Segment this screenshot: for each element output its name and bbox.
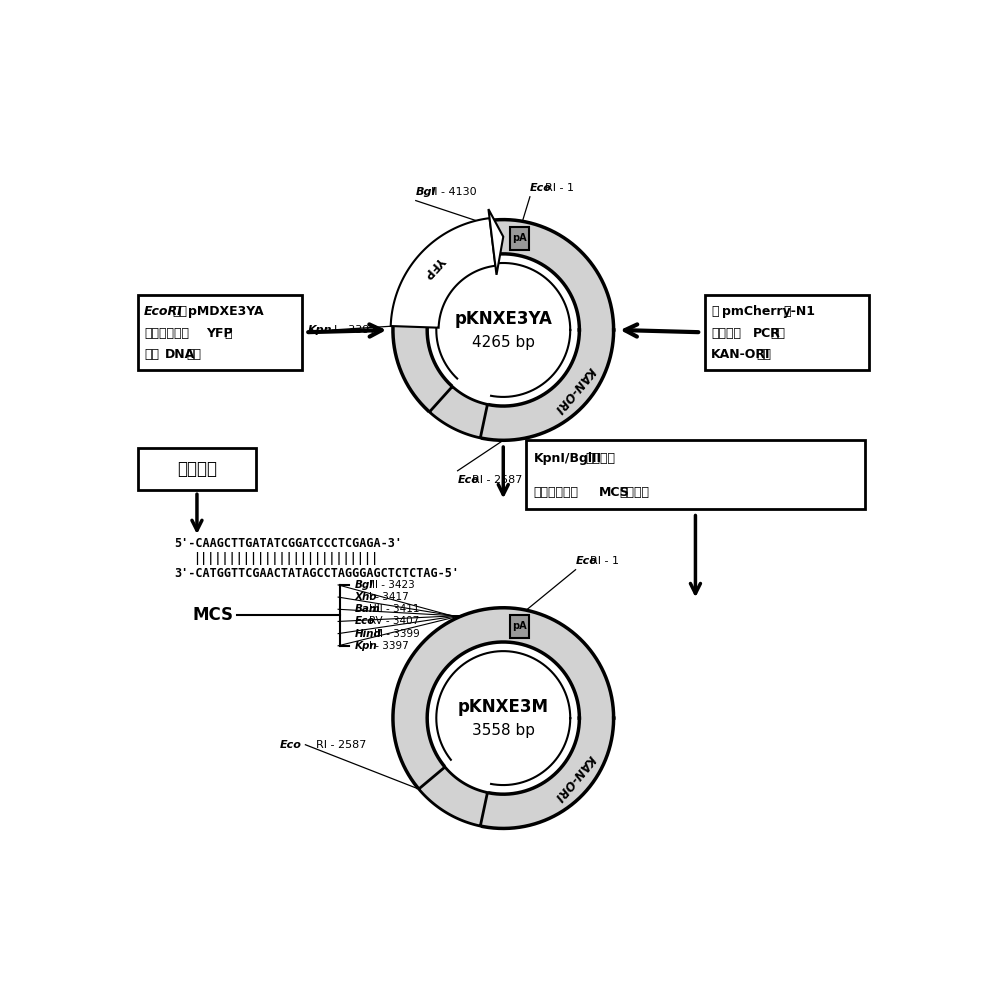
Text: 自身退火: 自身退火: [177, 460, 217, 478]
Text: pmCherry-N1: pmCherry-N1: [722, 305, 815, 318]
Polygon shape: [393, 220, 614, 440]
Text: HII - 3411: HII - 3411: [369, 604, 419, 614]
Text: Bam: Bam: [355, 604, 380, 614]
Text: YFP: YFP: [421, 253, 448, 281]
Text: 质粒获得携带: 质粒获得携带: [144, 327, 190, 340]
Text: MCS: MCS: [598, 486, 629, 499]
Text: Eco: Eco: [280, 740, 301, 750]
Text: Eco: Eco: [458, 475, 479, 485]
Text: 片段: 片段: [186, 348, 201, 361]
Text: DNA: DNA: [165, 348, 195, 361]
Text: 以: 以: [711, 305, 719, 318]
Text: pMDXE3YA: pMDXE3YA: [189, 305, 264, 318]
Text: 4265 bp: 4265 bp: [471, 335, 535, 350]
Text: Bgl: Bgl: [355, 580, 373, 590]
Polygon shape: [429, 387, 487, 438]
Text: III - 3423: III - 3423: [369, 580, 414, 590]
Text: Bgl: Bgl: [415, 187, 436, 197]
Text: I - 3397: I - 3397: [369, 641, 409, 651]
Text: RI - 2587: RI - 2587: [316, 740, 367, 750]
Polygon shape: [393, 608, 614, 828]
Text: Eco: Eco: [575, 556, 597, 566]
Text: 片段: 片段: [757, 348, 772, 361]
Text: ||||||||||||||||||||||||||: ||||||||||||||||||||||||||: [193, 552, 379, 565]
Text: KAN-ORI: KAN-ORI: [711, 348, 771, 361]
Bar: [526, 440, 865, 509]
Text: III - 3399: III - 3399: [374, 629, 419, 639]
Polygon shape: [410, 754, 492, 837]
Text: 3'-CATGGTTCGAACTATAGCCTAGGGAGCTCTCTAG-5': 3'-CATGGTTCGAACTATAGCCTAGGGAGCTCTCTAG-5': [175, 567, 460, 580]
Text: EcoRI: EcoRI: [144, 305, 183, 318]
Bar: [510, 615, 529, 638]
Text: 酶切质粒: 酶切质粒: [585, 452, 616, 465]
Bar: [510, 227, 529, 250]
Polygon shape: [422, 371, 492, 449]
Text: PCR: PCR: [753, 327, 781, 340]
Text: Eco: Eco: [530, 183, 552, 193]
Text: KAN-ORI: KAN-ORI: [552, 752, 598, 804]
Text: RV - 3407: RV - 3407: [369, 616, 419, 626]
Text: RI - 1: RI - 1: [545, 183, 573, 193]
Text: 粒为模板: 粒为模板: [711, 327, 741, 340]
Text: 酶切: 酶切: [172, 305, 188, 318]
Text: KAN-ORI: KAN-ORI: [552, 364, 598, 416]
Text: pKNXE3YA: pKNXE3YA: [455, 310, 552, 328]
Text: 基: 基: [224, 327, 232, 340]
Text: 因的: 因的: [144, 348, 159, 361]
Bar: [137, 448, 256, 490]
Bar: [705, 295, 868, 370]
Text: RI - 1: RI - 1: [590, 556, 620, 566]
Text: II - 4130: II - 4130: [430, 187, 476, 197]
Polygon shape: [391, 218, 495, 328]
Text: I - 3397: I - 3397: [334, 325, 376, 335]
Text: Eco: Eco: [355, 616, 375, 626]
Text: 片段连接: 片段连接: [619, 486, 649, 499]
Text: pA: pA: [513, 233, 526, 243]
Text: RI - 2587: RI - 2587: [472, 475, 522, 485]
Bar: [137, 295, 301, 370]
Text: Hind: Hind: [355, 629, 382, 639]
Text: YFP: YFP: [206, 327, 233, 340]
Text: KpnI/BglII: KpnI/BglII: [534, 452, 602, 465]
Text: Kpn: Kpn: [307, 325, 332, 335]
Text: 扩增: 扩增: [771, 327, 786, 340]
Text: pA: pA: [513, 621, 526, 631]
Text: Xho: Xho: [355, 592, 377, 602]
Text: MCS: MCS: [192, 606, 233, 624]
Text: Kpn: Kpn: [355, 641, 378, 651]
Text: 与自身退火的: 与自身退火的: [534, 486, 578, 499]
Text: pKNXE3M: pKNXE3M: [458, 698, 549, 716]
Text: 5'-CAAGCTTGATATCGGATCCCTCGAGA-3': 5'-CAAGCTTGATATCGGATCCCTCGAGA-3': [175, 537, 403, 550]
Text: 质: 质: [784, 305, 791, 318]
Text: I - 3417: I - 3417: [369, 592, 409, 602]
Polygon shape: [418, 767, 487, 826]
Polygon shape: [488, 209, 503, 275]
Text: 3558 bp: 3558 bp: [471, 723, 535, 738]
